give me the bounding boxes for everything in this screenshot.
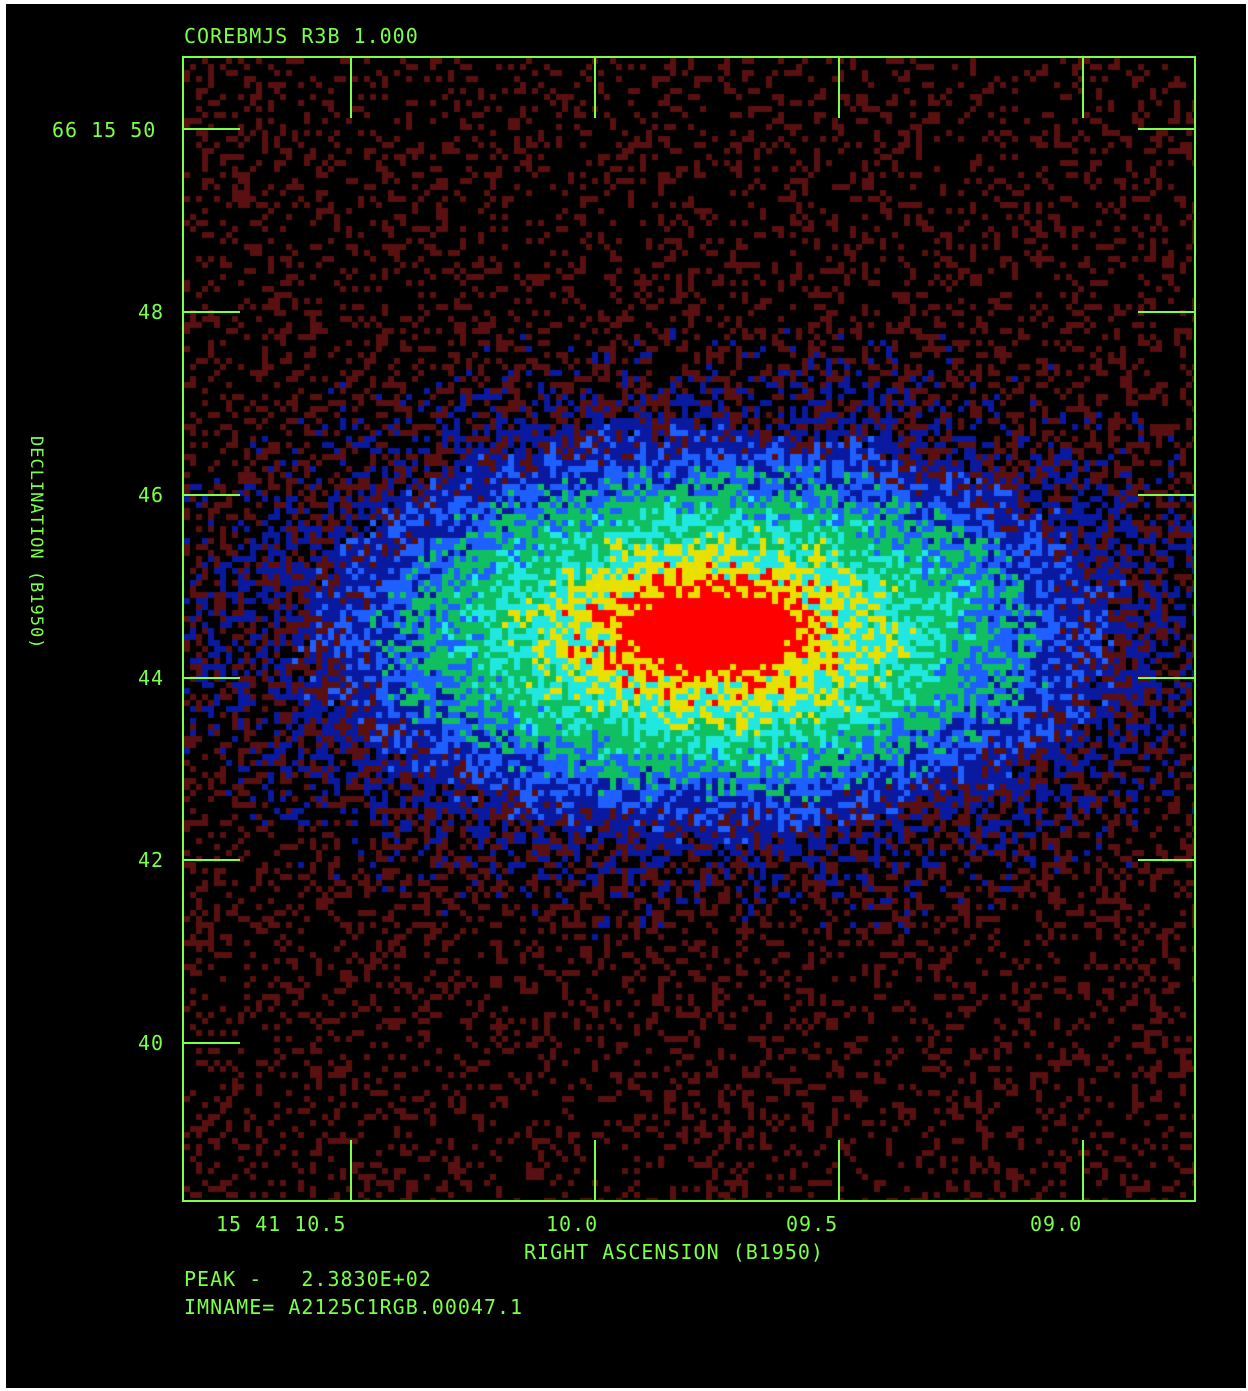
x-tick-top bbox=[1082, 58, 1084, 118]
y-tick-label: 40 bbox=[138, 1031, 165, 1055]
y-tick-left bbox=[184, 494, 240, 496]
image-title: COREBMJS R3B 1.000 bbox=[184, 24, 419, 48]
false-color-sky-image bbox=[184, 58, 1194, 1200]
x-tick-bottom bbox=[350, 1140, 352, 1200]
x-tick-top bbox=[838, 58, 840, 118]
y-tick-label: 44 bbox=[138, 666, 165, 690]
peak-value: PEAK - 2.3830E+02 bbox=[184, 1267, 432, 1291]
y-tick-right bbox=[1138, 128, 1194, 130]
image-frame: COREBMJS R3B 1.000 66 15 50 48 46 44 42 … bbox=[6, 4, 1246, 1388]
x-tick-top bbox=[594, 58, 596, 118]
x-axis-label: RIGHT ASCENSION (B1950) bbox=[524, 1240, 824, 1264]
y-tick-left bbox=[184, 1042, 240, 1044]
y-axis-label: DECLINATION (B1950) bbox=[26, 436, 46, 650]
y-tick-right bbox=[1138, 494, 1194, 496]
x-tick-top bbox=[350, 58, 352, 118]
y-tick-left bbox=[184, 677, 240, 679]
y-tick-label: 46 bbox=[138, 483, 165, 507]
y-tick-right bbox=[1138, 677, 1194, 679]
y-tick-right bbox=[1138, 311, 1194, 313]
x-tick-label: 09.0 bbox=[1030, 1212, 1083, 1236]
image-name: IMNAME= A2125C1RGB.00047.1 bbox=[184, 1295, 524, 1319]
x-tick-bottom bbox=[594, 1140, 596, 1200]
y-tick-left bbox=[184, 128, 240, 130]
x-tick-bottom bbox=[1082, 1140, 1084, 1200]
x-tick-bottom bbox=[838, 1140, 840, 1200]
y-tick-label: 42 bbox=[138, 848, 165, 872]
y-tick-left bbox=[184, 311, 240, 313]
sky-image-plot bbox=[182, 56, 1196, 1202]
y-tick-left bbox=[184, 859, 240, 861]
y-tick-label: 48 bbox=[138, 300, 165, 324]
x-tick-label: 15 41 10.5 bbox=[216, 1212, 347, 1236]
y-tick-right bbox=[1138, 859, 1194, 861]
y-tick-label: 66 15 50 bbox=[52, 118, 157, 142]
x-tick-label: 10.0 bbox=[546, 1212, 599, 1236]
x-tick-label: 09.5 bbox=[786, 1212, 839, 1236]
